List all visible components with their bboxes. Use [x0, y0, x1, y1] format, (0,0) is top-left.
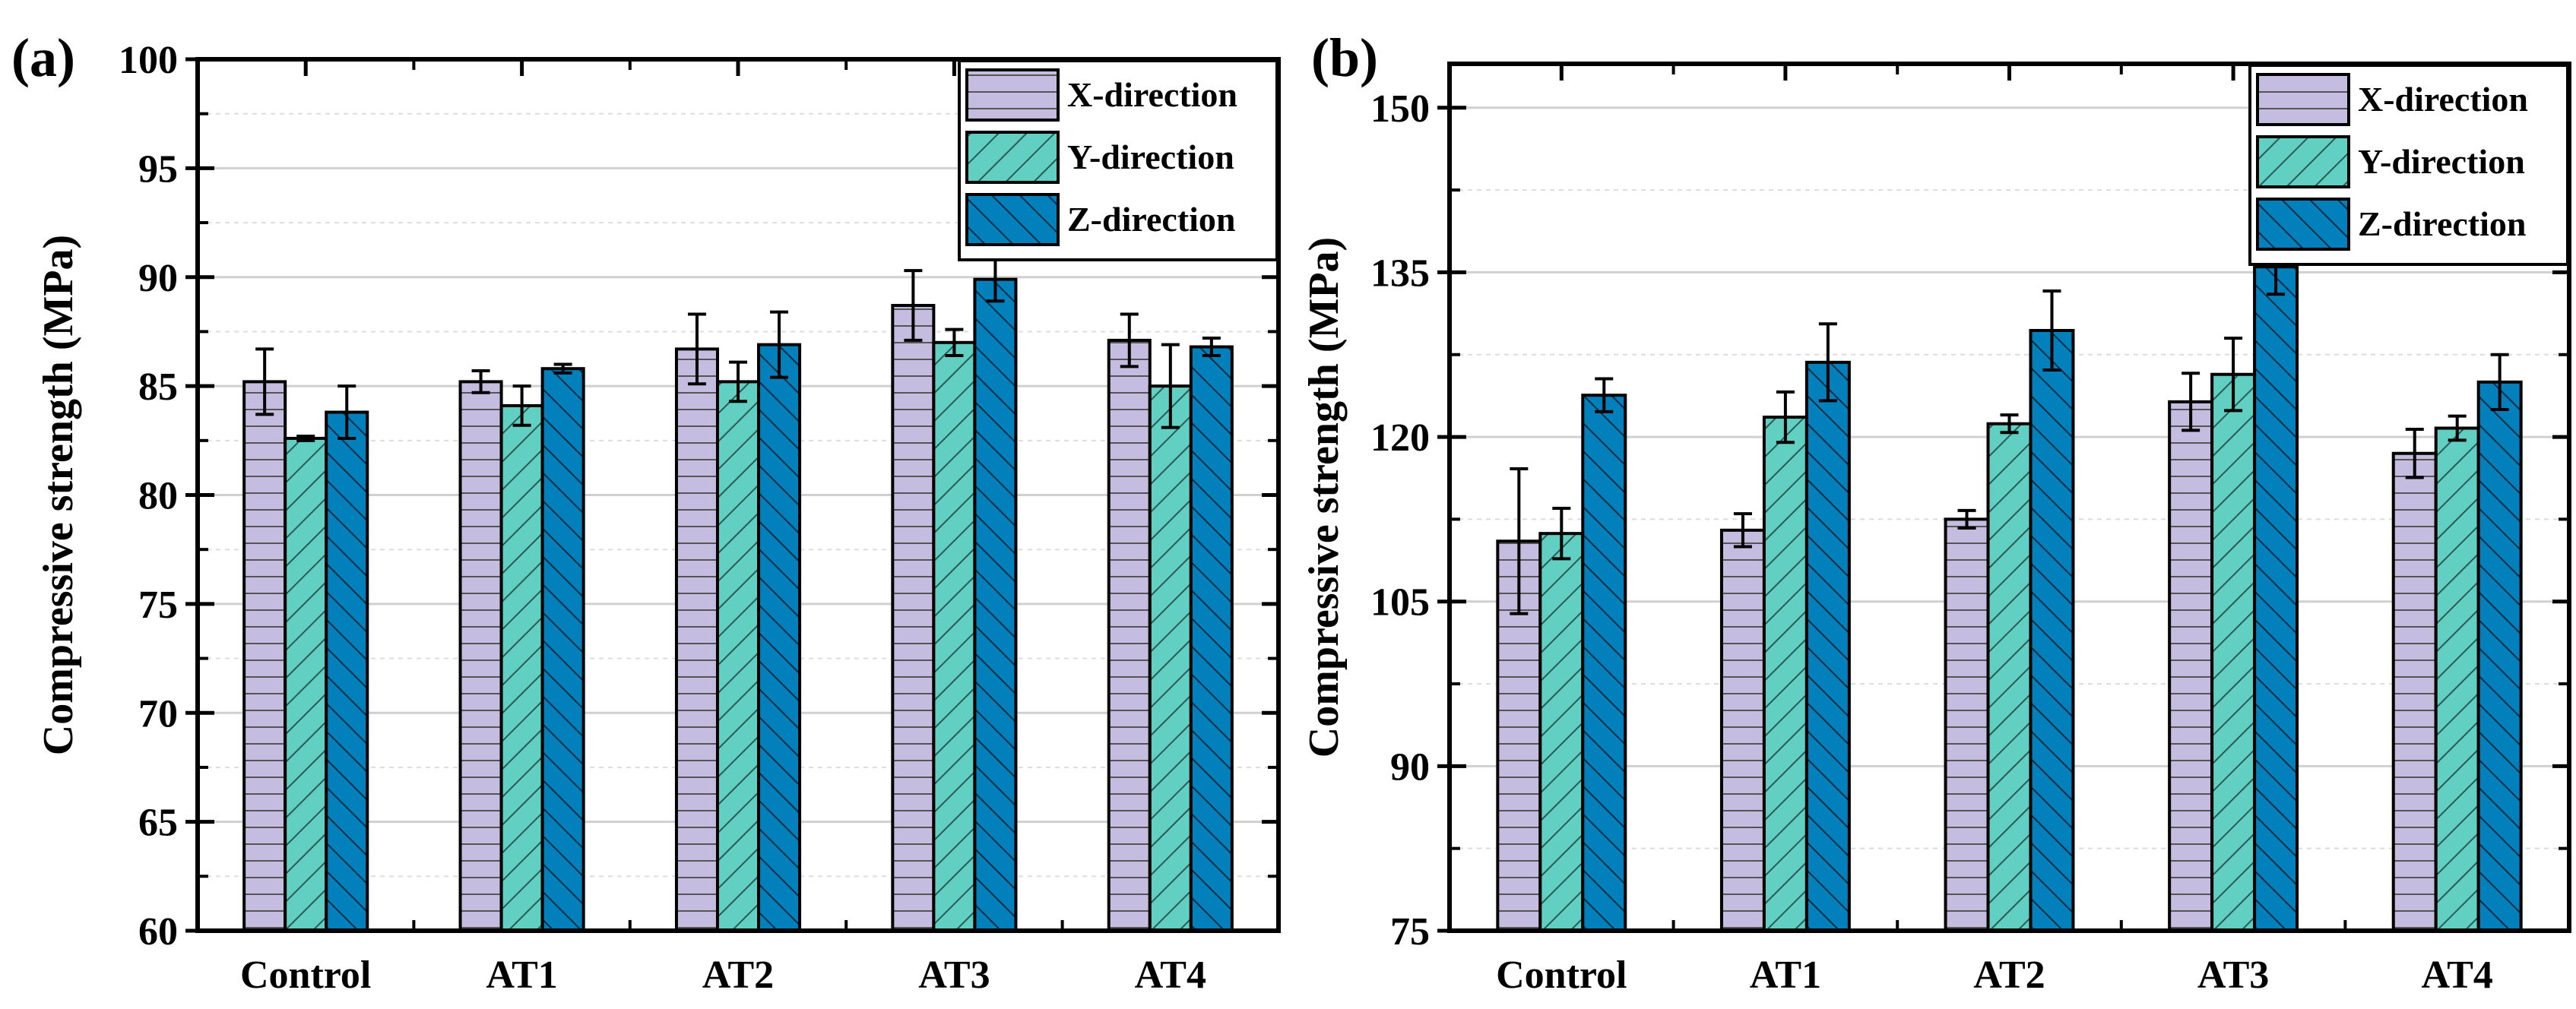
- bar-y-direction: [1148, 384, 1193, 932]
- bar-x-direction: [1107, 338, 1152, 933]
- y-axis-label: Compressive strength (MPa): [1301, 237, 1348, 758]
- y-tick-label: 65: [138, 802, 178, 845]
- y-tick-label: 105: [1370, 581, 1430, 625]
- y-tick-label: 80: [138, 475, 178, 518]
- x-tick-label: AT3: [2197, 954, 2269, 997]
- y-axis-label: Compressive strength (MPa): [35, 235, 82, 755]
- bar-y-direction: [932, 340, 977, 932]
- legend-swatch: [965, 193, 1060, 246]
- y-tick-label: 75: [1390, 910, 1430, 954]
- x-tick-label: AT3: [918, 954, 990, 997]
- y-tick-label: 120: [1370, 416, 1430, 460]
- bar-x-direction: [891, 304, 936, 932]
- panel-label: (a): [11, 27, 75, 88]
- y-tick-label: 150: [1370, 87, 1430, 131]
- legend-label: Z-direction: [2358, 204, 2526, 243]
- y-tick-label: 75: [138, 584, 178, 627]
- bar-x-direction: [1719, 528, 1766, 932]
- bar-y-direction: [499, 403, 544, 932]
- x-tick-label: AT4: [2422, 954, 2493, 997]
- x-tick-label: AT1: [1750, 954, 1821, 997]
- y-tick-label: 85: [138, 365, 178, 409]
- x-tick-label: AT4: [1135, 954, 1206, 997]
- y-tick-label: 90: [1390, 745, 1430, 789]
- legend-swatch: [2256, 198, 2350, 251]
- bar-z-direction: [1804, 360, 1851, 932]
- legend-label: Y-direction: [1067, 138, 1234, 176]
- legend-label: X-direction: [2358, 80, 2528, 119]
- legend-swatch: [2256, 73, 2350, 126]
- bar-z-direction: [757, 343, 802, 932]
- bar-x-direction: [1944, 517, 1990, 932]
- x-tick-label: Control: [240, 954, 371, 997]
- legend-swatch: [965, 131, 1060, 184]
- panel-a: 60 65 70 75 80 85 90 95 100 Control AT1 AT2 AT3 AT4 X-…: [11, 27, 1281, 997]
- y-tick-label: 100: [119, 39, 178, 82]
- bar-z-direction: [1581, 394, 1627, 932]
- y-tick-label: 70: [138, 692, 178, 735]
- legend-label: Z-direction: [1067, 200, 1235, 239]
- bar-y-direction: [715, 380, 761, 932]
- legend-label: X-direction: [1067, 75, 1237, 114]
- x-tick-label: Control: [1496, 954, 1627, 997]
- bar-y-direction: [2210, 372, 2257, 932]
- bar-x-direction: [458, 380, 503, 932]
- panel-label: (b): [1311, 27, 1378, 88]
- bar-z-direction: [2253, 265, 2299, 932]
- y-tick-label: 90: [138, 257, 178, 300]
- x-tick-label: AT2: [702, 954, 774, 997]
- x-tick-label: AT1: [486, 954, 557, 997]
- legend-swatch: [965, 68, 1060, 122]
- y-tick-label: 135: [1370, 251, 1430, 295]
- y-tick-label: 95: [138, 147, 178, 191]
- bar-z-direction: [325, 410, 369, 932]
- bar-y-direction: [2434, 426, 2480, 932]
- panel-b: 75 90 105 120 135 150 Control AT1 AT2 AT3 AT4 X-dir…: [1301, 27, 2571, 997]
- bar-y-direction: [284, 436, 328, 932]
- bar-x-direction: [2168, 400, 2214, 932]
- bar-x-direction: [242, 380, 287, 932]
- y-tick-label: 60: [138, 910, 178, 954]
- bar-y-direction: [1538, 532, 1585, 932]
- legend-swatch: [2256, 135, 2350, 188]
- bar-z-direction: [973, 277, 1018, 932]
- bar-x-direction: [2391, 451, 2438, 932]
- bar-z-direction: [540, 367, 585, 932]
- bar-y-direction: [1986, 422, 2033, 932]
- x-tick-label: AT2: [1973, 954, 2045, 997]
- bar-z-direction: [2029, 328, 2075, 932]
- bar-z-direction: [1189, 345, 1234, 932]
- bar-y-direction: [1762, 416, 1808, 932]
- legend-label: Y-direction: [2358, 142, 2525, 181]
- bar-x-direction: [674, 347, 719, 932]
- plot-frame: [1447, 62, 2571, 933]
- bar-z-direction: [2476, 380, 2523, 933]
- plot-frame: [195, 57, 1281, 933]
